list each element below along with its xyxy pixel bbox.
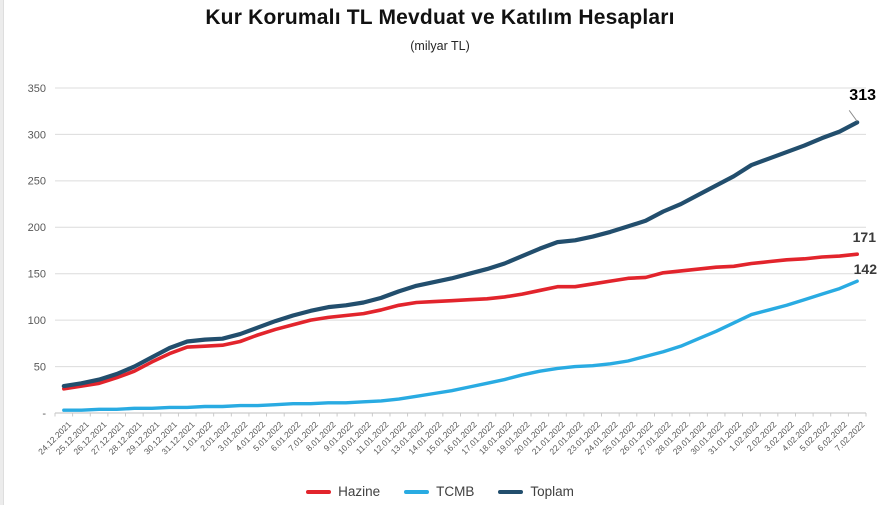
- legend-item-tcmb: TCMB: [404, 484, 474, 499]
- legend-item-toplam: Toplam: [498, 484, 574, 499]
- tcmb-line: [62, 279, 859, 412]
- y-axis-label: 150: [28, 269, 46, 281]
- x-axis-labels: 24.12.202125.12.202126.12.202127.12.2021…: [36, 419, 867, 456]
- legend-label-hazine: Hazine: [338, 484, 381, 499]
- toplam-line: [61, 120, 860, 389]
- chart-title: Kur Korumalı TL Mevduat ve Katılım Hesap…: [205, 6, 675, 29]
- hazine-line: [62, 252, 859, 391]
- toplam-label-leader: [848, 110, 858, 122]
- legend-marker-toplam: [498, 489, 524, 494]
- legend-marker-tcmb: [404, 489, 430, 494]
- toplam-end-value-label: 313: [849, 87, 876, 104]
- gridlines: [55, 87, 866, 368]
- y-axis-label: 200: [28, 222, 46, 234]
- y-axis-label: -: [42, 408, 46, 420]
- y-axis-label: 350: [28, 83, 46, 95]
- legend-marker-hazine: [306, 489, 332, 494]
- tcmb-end-value-label: 142: [853, 261, 877, 277]
- y-axis-label: 300: [28, 129, 46, 141]
- legend-label-tcmb: TCMB: [436, 484, 475, 499]
- y-axis-label: 50: [34, 361, 46, 373]
- y-axis-label: 250: [28, 176, 46, 188]
- y-axis-label: 100: [28, 315, 46, 327]
- x-axis-ticks: [54, 413, 867, 417]
- legend-label-toplam: Toplam: [530, 484, 574, 499]
- window-left-edge: [0, 0, 4, 505]
- chart-legend: Hazine TCMB Toplam: [0, 484, 880, 499]
- legend-item-hazine: Hazine: [306, 484, 380, 499]
- chart-subtitle: (milyar TL): [410, 39, 470, 53]
- hazine-end-value-label: 171: [852, 229, 876, 245]
- y-axis-labels: - 50 100 150 200 250 300 350: [28, 83, 47, 420]
